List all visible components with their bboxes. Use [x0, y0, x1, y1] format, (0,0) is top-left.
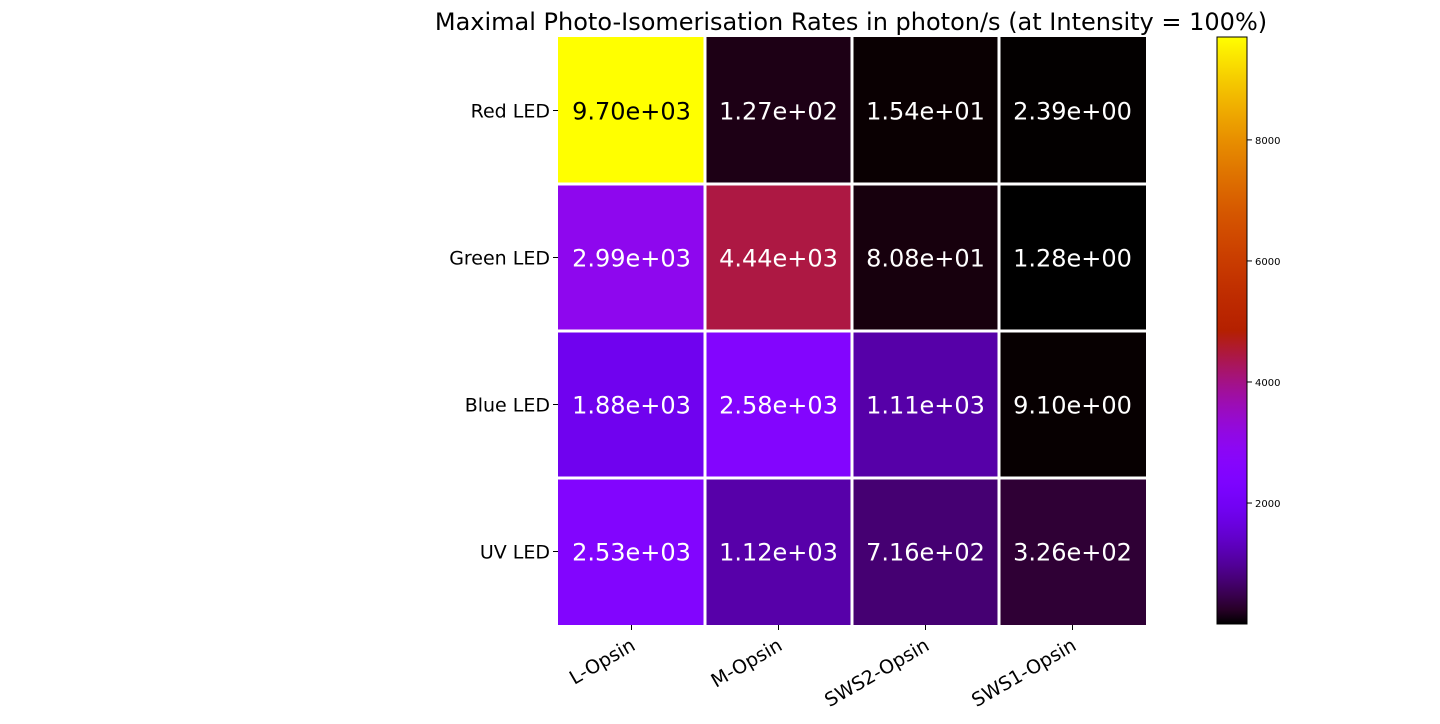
colorbar-tick-label: 8000	[1255, 136, 1280, 147]
heatmap-cell	[852, 184, 999, 331]
cell-value-label: 2.39e+00	[1013, 98, 1132, 126]
cell-value-label: 1.54e+01	[866, 98, 985, 126]
colorbar-tick-label: 4000	[1255, 378, 1280, 389]
y-tick-label-green-led: Green LED	[449, 248, 550, 270]
heatmap-cell	[999, 184, 1146, 331]
cell-value-label: 1.88e+03	[572, 392, 691, 420]
heatmap-cell	[999, 37, 1146, 184]
cell-value-label: 7.16e+02	[866, 539, 985, 567]
chart-title: Maximal Photo-Isomerisation Rates in pho…	[435, 8, 1267, 36]
heatmap-cell	[558, 184, 705, 331]
heatmap-cell	[558, 331, 705, 478]
cell-value-label: 1.11e+03	[866, 392, 985, 420]
heatmap-cell-labels: 9.70e+03 1.27e+02 1.54e+01 2.39e+00 2.99e+03…	[572, 98, 1132, 567]
colorbar-tick-label: 2000	[1255, 499, 1280, 510]
heatmap-cell	[999, 331, 1146, 478]
heatmap-cell	[999, 478, 1146, 625]
x-tick-label-sws2-opsin: SWS2-Opsin	[821, 634, 933, 711]
heatmap-cell	[705, 184, 852, 331]
heatmap-cell	[852, 331, 999, 478]
cell-value-label: 8.08e+01	[866, 245, 985, 273]
heatmap-cell	[705, 331, 852, 478]
y-axis: Red LED Green LED Blue LED UV LED	[449, 101, 558, 564]
heatmap-grid	[558, 37, 1146, 625]
colorbar-gradient	[1216, 36, 1248, 625]
cell-value-label: 1.27e+02	[719, 98, 838, 126]
x-tick-label-sws1-opsin: SWS1-Opsin	[968, 634, 1080, 711]
heatmap-cell	[852, 37, 999, 184]
heatmap-cells	[558, 37, 1146, 625]
cell-value-label: 4.44e+03	[719, 245, 838, 273]
cell-value-label: 1.28e+00	[1013, 245, 1132, 273]
y-tick-label-blue-led: Blue LED	[465, 395, 550, 417]
cell-value-label: 9.10e+00	[1013, 392, 1132, 420]
heatmap-cell	[558, 478, 705, 625]
x-axis: L-Opsin M-Opsin SWS2-Opsin SWS1-Opsin	[566, 625, 1080, 712]
heatmap-cell	[852, 478, 999, 625]
cell-value-label: 9.70e+03	[572, 98, 691, 126]
cell-value-label: 2.99e+03	[572, 245, 691, 273]
heatmap-cell	[705, 37, 852, 184]
colorbar: 2000 4000 6000 8000	[1216, 36, 1280, 625]
cell-value-label: 3.26e+02	[1013, 539, 1132, 567]
cell-value-label: 1.12e+03	[719, 539, 838, 567]
y-tick-label-red-led: Red LED	[471, 101, 550, 123]
cell-value-label: 2.53e+03	[572, 539, 691, 567]
colorbar-tick-label: 6000	[1255, 257, 1280, 268]
heatmap-cell	[705, 478, 852, 625]
y-tick-label-uv-led: UV LED	[480, 542, 550, 564]
cell-value-label: 2.58e+03	[719, 392, 838, 420]
x-tick-label-m-opsin: M-Opsin	[707, 634, 786, 692]
x-tick-label-l-opsin: L-Opsin	[566, 634, 639, 689]
heatmap-cell	[558, 37, 705, 184]
